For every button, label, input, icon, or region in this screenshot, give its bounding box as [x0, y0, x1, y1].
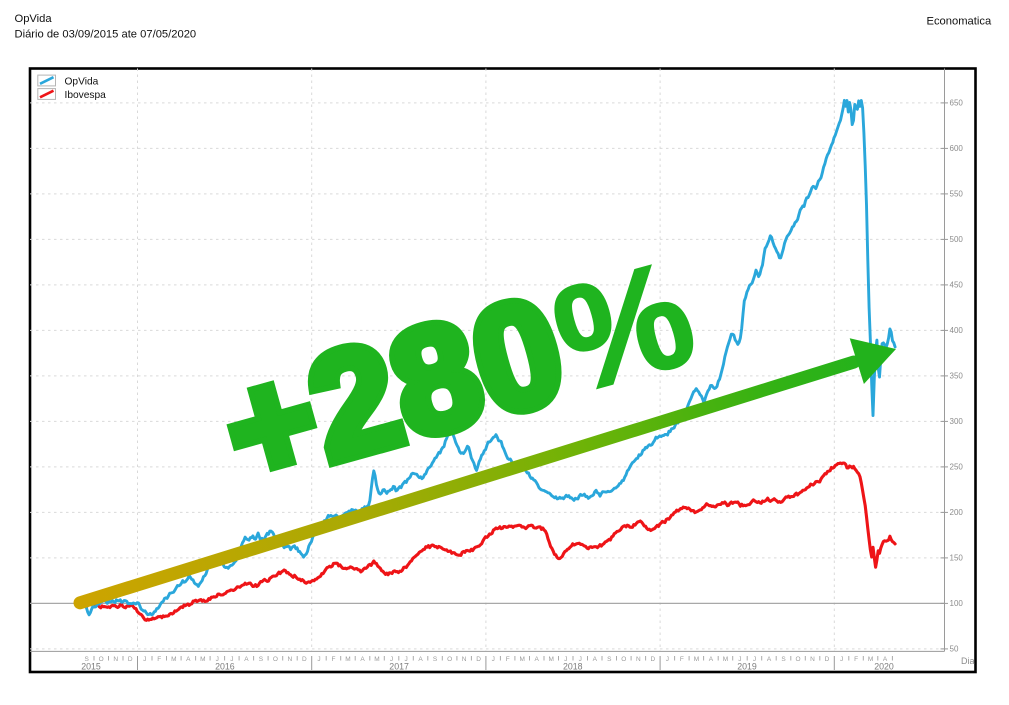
- svg-text:M: M: [868, 656, 873, 663]
- svg-text:OpVida: OpVida: [65, 77, 99, 88]
- svg-text:500: 500: [950, 235, 964, 244]
- svg-text:A: A: [186, 656, 191, 663]
- svg-text:A: A: [418, 656, 423, 663]
- svg-text:600: 600: [950, 144, 964, 153]
- svg-text:N: N: [636, 656, 641, 663]
- svg-text:Economatica: Economatica: [927, 16, 992, 28]
- svg-text:2018: 2018: [563, 662, 583, 672]
- svg-text:S: S: [781, 656, 786, 663]
- svg-text:A: A: [360, 656, 365, 663]
- svg-text:J: J: [840, 656, 843, 663]
- svg-text:M: M: [345, 656, 350, 663]
- svg-text:O: O: [621, 656, 626, 663]
- svg-text:2019: 2019: [737, 662, 757, 672]
- svg-text:N: N: [810, 656, 815, 663]
- svg-text:550: 550: [950, 190, 964, 199]
- svg-text:O: O: [795, 656, 800, 663]
- svg-text:450: 450: [950, 281, 964, 290]
- svg-text:J: J: [404, 656, 407, 663]
- svg-text:J: J: [492, 656, 495, 663]
- svg-text:A: A: [244, 656, 249, 663]
- svg-text:M: M: [548, 656, 553, 663]
- svg-text:D: D: [302, 656, 307, 663]
- svg-text:Diário de 03/09/2015 ate 07/05: Diário de 03/09/2015 ate 07/05/2020: [15, 29, 197, 41]
- svg-text:J: J: [230, 656, 233, 663]
- svg-text:A: A: [593, 656, 598, 663]
- svg-text:A: A: [883, 656, 888, 663]
- svg-text:Ibovespa: Ibovespa: [65, 90, 107, 101]
- svg-text:F: F: [680, 656, 684, 663]
- svg-text:250: 250: [950, 463, 964, 472]
- svg-text:F: F: [332, 656, 336, 663]
- svg-text:300: 300: [950, 417, 964, 426]
- svg-text:350: 350: [950, 372, 964, 381]
- svg-text:M: M: [171, 656, 176, 663]
- svg-text:J: J: [564, 656, 567, 663]
- svg-text:D: D: [650, 656, 655, 663]
- svg-text:S: S: [607, 656, 612, 663]
- svg-text:J: J: [390, 656, 393, 663]
- svg-text:O: O: [99, 656, 104, 663]
- svg-text:M: M: [200, 656, 205, 663]
- svg-text:2020: 2020: [874, 662, 894, 672]
- svg-text:2015: 2015: [81, 662, 101, 672]
- svg-text:A: A: [767, 656, 772, 663]
- svg-text:J: J: [317, 656, 320, 663]
- svg-text:M: M: [723, 656, 728, 663]
- svg-text:J: J: [143, 656, 146, 663]
- svg-text:150: 150: [950, 554, 964, 563]
- svg-text:J: J: [579, 656, 582, 663]
- svg-text:J: J: [216, 656, 219, 663]
- svg-text:J: J: [753, 656, 756, 663]
- svg-text:D: D: [476, 656, 481, 663]
- svg-text:N: N: [113, 656, 118, 663]
- svg-text:A: A: [535, 656, 540, 663]
- svg-text:F: F: [157, 656, 161, 663]
- svg-text:50: 50: [950, 645, 959, 654]
- svg-text:M: M: [374, 656, 379, 663]
- svg-text:OpVida: OpVida: [15, 13, 53, 25]
- svg-text:J: J: [666, 656, 669, 663]
- svg-text:2016: 2016: [215, 662, 235, 672]
- svg-text:N: N: [462, 656, 467, 663]
- svg-text:F: F: [506, 656, 510, 663]
- svg-text:O: O: [273, 656, 278, 663]
- svg-text:650: 650: [950, 99, 964, 108]
- svg-text:S: S: [433, 656, 438, 663]
- svg-text:M: M: [694, 656, 699, 663]
- svg-text:J: J: [738, 656, 741, 663]
- svg-text:S: S: [259, 656, 264, 663]
- svg-text:F: F: [854, 656, 858, 663]
- svg-text:2017: 2017: [389, 662, 409, 672]
- svg-text:200: 200: [950, 508, 964, 517]
- svg-text:O: O: [447, 656, 452, 663]
- svg-text:Dia: Dia: [961, 656, 975, 666]
- svg-text:M: M: [519, 656, 524, 663]
- svg-text:400: 400: [950, 326, 964, 335]
- svg-text:100: 100: [950, 599, 964, 608]
- svg-text:S: S: [85, 656, 90, 663]
- svg-text:A: A: [709, 656, 714, 663]
- svg-text:D: D: [128, 656, 133, 663]
- svg-text:D: D: [825, 656, 830, 663]
- svg-text:N: N: [288, 656, 293, 663]
